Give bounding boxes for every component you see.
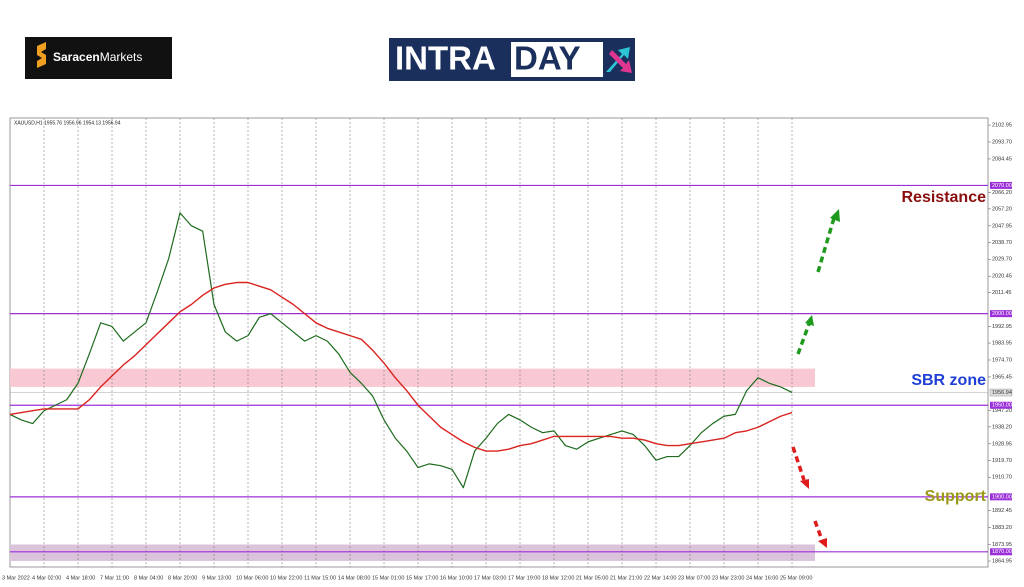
brand-logo — [25, 37, 172, 79]
x-tick-label: 9 Mar 13:00 — [202, 575, 231, 581]
x-tick-label: 17 Mar 03:00 — [474, 575, 506, 581]
y-tick-label: 2011.45 — [992, 290, 1011, 296]
x-tick-label: 4 Mar 02:00 — [32, 575, 61, 581]
x-tick-label: 16 Mar 10:00 — [440, 575, 472, 581]
annotation: Support — [925, 488, 987, 505]
y-tick-label: 2102.95 — [992, 123, 1012, 129]
brand-second: Markets — [100, 50, 143, 64]
x-tick-label: 11 Mar 15:00 — [304, 575, 336, 581]
arrow-head — [805, 315, 814, 326]
zone — [10, 544, 815, 561]
x-tick-label: 8 Mar 04:00 — [134, 575, 163, 581]
last-price-label: 1956.94 — [992, 390, 1012, 396]
x-tick-label: 15 Mar 01:00 — [372, 575, 404, 581]
x-tick-label: 4 Mar 18:00 — [66, 575, 95, 581]
x-tick-label: 10 Mar 22:00 — [270, 575, 302, 581]
x-tick-label: 23 Mar 23:00 — [712, 575, 744, 581]
x-tick-label: 8 Mar 20:00 — [168, 575, 197, 581]
arrow-up — [796, 323, 811, 355]
brand-first: Saracen — [53, 50, 100, 64]
y-tick-label: 2066.20 — [992, 190, 1012, 196]
x-tick-label: 22 Mar 14:00 — [644, 575, 676, 581]
level-label: 1900.00 — [992, 494, 1012, 500]
x-tick-label: 21 Mar 05:00 — [576, 575, 608, 581]
arrow-down — [813, 520, 824, 541]
x-tick-label: 23 Mar 07:00 — [678, 575, 710, 581]
y-tick-label: 1965.45 — [992, 374, 1012, 380]
brand-name: SaracenMarkets — [53, 50, 142, 64]
level-label: 1870.00 — [992, 549, 1012, 555]
grid: 2102.95 2093.70 2084.45 2066.20 2057.20 2047.… — [2, 118, 1012, 581]
series-line — [9, 281, 793, 452]
banner-second: DAY — [514, 40, 581, 77]
x-tick-label: 7 Mar 11:00 — [100, 575, 129, 581]
arrow-head — [818, 538, 827, 548]
arrow-up — [816, 217, 836, 273]
level-tag — [990, 310, 1012, 318]
level-label: 1950.00 — [992, 403, 1012, 409]
level-label: 2000.00 — [992, 311, 1012, 317]
x-tick-label: 24 Mar 16:00 — [746, 575, 778, 581]
y-tick-label: 2038.70 — [992, 240, 1012, 246]
series-line — [9, 212, 793, 489]
x-tick-label: 10 Mar 06:00 — [236, 575, 268, 581]
y-tick-label: 1928.95 — [992, 441, 1012, 447]
banner-first: INTRA — [395, 40, 496, 77]
plot-frame — [9, 117, 989, 568]
y-tick-label: 1873.95 — [992, 542, 1012, 548]
y-tick-label: 1938.20 — [992, 424, 1012, 430]
y-tick-label: 1983.95 — [992, 341, 1012, 347]
x-tick-label: 18 Mar 12:00 — [542, 575, 574, 581]
level-tag — [990, 493, 1012, 501]
annotation: SBR zone — [911, 372, 986, 389]
level-tag — [990, 181, 1012, 189]
y-tick-label: 1883.20 — [992, 525, 1012, 531]
zones — [10, 368, 815, 561]
x-tick-label: 14 Mar 08:00 — [338, 575, 370, 581]
level-tag — [990, 401, 1012, 409]
y-tick-label: 1910.70 — [992, 475, 1012, 481]
y-tick-label: 1892.45 — [992, 508, 1012, 514]
banner-arrow-down — [609, 50, 632, 73]
zone — [10, 368, 815, 387]
y-tick-label: 1864.95 — [992, 558, 1012, 564]
y-tick-label: 2020.45 — [992, 274, 1012, 280]
level-tag — [990, 548, 1012, 556]
brand-icon — [37, 42, 46, 68]
y-tick-label: 2093.70 — [992, 139, 1012, 145]
arrow-down — [791, 446, 806, 481]
y-tick-label: 2029.70 — [992, 257, 1012, 263]
x-tick-label: 3 Mar 2022 — [2, 575, 30, 581]
y-tick-label: 2057.20 — [992, 206, 1012, 212]
level-label: 2070.00 — [992, 183, 1012, 189]
y-tick-label: 2047.95 — [992, 223, 1012, 229]
banner-box — [511, 42, 603, 77]
arrow-head — [830, 209, 840, 222]
x-tick-label: 15 Mar 17:00 — [406, 575, 438, 581]
chart-title: XAUUSD,H1 1955.76 1956.96 1954.13 1956.9… — [14, 120, 121, 126]
annotation: Resistance — [902, 189, 987, 206]
arrow-head — [800, 479, 809, 489]
marks: 2070.00 2000.00 1950.00 1900.00 1870.00 1956.… — [9, 181, 1013, 556]
y-tick-label: 1992.95 — [992, 324, 1012, 330]
y-tick-label: 2084.45 — [992, 156, 1012, 162]
y-tick-label: 1974.70 — [992, 357, 1012, 363]
x-tick-label: 21 Mar 21:00 — [610, 575, 642, 581]
arrows — [791, 217, 836, 541]
x-tick-label: 17 Mar 19:00 — [508, 575, 540, 581]
y-tick-label: 1947.20 — [992, 408, 1012, 414]
x-tick-label: 25 Mar 09:00 — [780, 575, 812, 581]
last-price-tag — [989, 388, 1013, 397]
y-tick-label: 1919.70 — [992, 458, 1012, 464]
